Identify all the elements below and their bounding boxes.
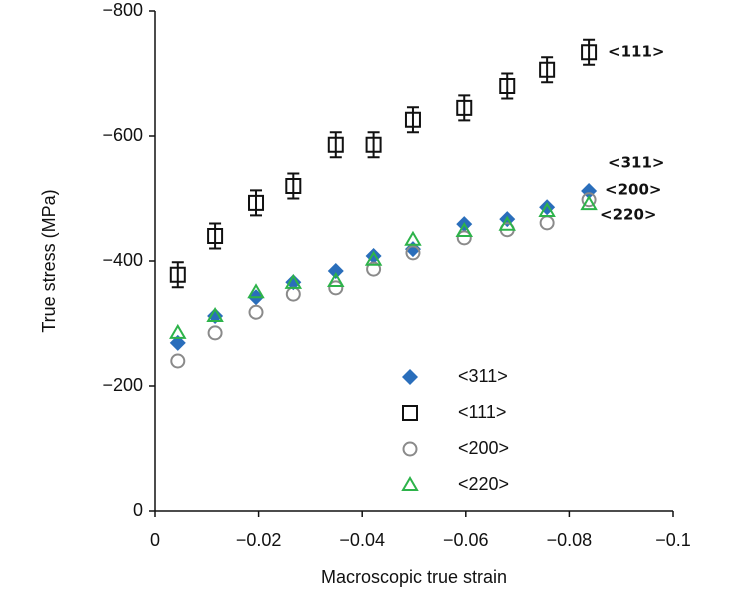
y-tick-label: −400 bbox=[102, 250, 143, 270]
point bbox=[169, 266, 186, 283]
x-tick-label: −0.06 bbox=[443, 530, 489, 550]
point bbox=[285, 178, 302, 194]
point bbox=[284, 273, 303, 289]
error-bar bbox=[367, 131, 380, 159]
x-tick-label: −0.08 bbox=[547, 530, 593, 550]
y-axis-label: True stress (MPa) bbox=[39, 189, 59, 332]
legend-marker bbox=[402, 405, 418, 421]
point bbox=[455, 222, 473, 237]
annotation: <220> bbox=[600, 206, 656, 224]
point bbox=[581, 44, 598, 61]
error-bar bbox=[329, 131, 342, 159]
point bbox=[170, 353, 186, 369]
point bbox=[404, 230, 422, 246]
error-bar bbox=[209, 222, 222, 250]
point bbox=[169, 323, 187, 339]
legend-marker bbox=[402, 369, 418, 385]
y-tick-label: −600 bbox=[102, 125, 143, 145]
annotation: <111> bbox=[608, 43, 664, 61]
point bbox=[538, 202, 556, 217]
error-bar bbox=[287, 172, 300, 200]
point bbox=[207, 325, 223, 341]
point bbox=[539, 215, 555, 231]
point bbox=[499, 78, 516, 94]
x-tick-label: 0 bbox=[150, 530, 160, 550]
point bbox=[248, 304, 264, 320]
point bbox=[581, 192, 597, 208]
point bbox=[456, 230, 472, 246]
y-tick-label: −200 bbox=[102, 375, 143, 395]
point bbox=[405, 245, 421, 261]
y-tick-label: 0 bbox=[133, 500, 143, 520]
x-tick-label: −0.1 bbox=[655, 530, 691, 550]
point bbox=[365, 136, 382, 153]
point bbox=[247, 283, 265, 299]
point bbox=[327, 272, 345, 287]
x-tick-label: −0.02 bbox=[236, 530, 282, 550]
error-bar bbox=[501, 72, 514, 100]
error-bar bbox=[458, 94, 471, 122]
y-tick-label: −800 bbox=[102, 0, 143, 20]
point bbox=[328, 280, 344, 296]
x-axis-label: Macroscopic true strain bbox=[321, 567, 507, 587]
legend-label: <220> bbox=[458, 474, 509, 494]
point bbox=[207, 228, 224, 244]
legend-marker bbox=[401, 476, 419, 491]
point bbox=[539, 61, 556, 78]
point bbox=[366, 261, 382, 277]
legend-label: <200> bbox=[458, 438, 509, 458]
point bbox=[498, 215, 516, 231]
point bbox=[206, 307, 224, 322]
legend-label: <311> bbox=[458, 366, 508, 386]
error-bar bbox=[171, 261, 184, 289]
legend-marker bbox=[402, 441, 418, 457]
point bbox=[580, 195, 598, 211]
error-bar bbox=[250, 189, 263, 217]
point bbox=[456, 99, 473, 116]
point bbox=[327, 263, 344, 279]
point bbox=[248, 194, 265, 211]
error-bar bbox=[541, 56, 554, 84]
point bbox=[364, 250, 383, 266]
annotation: <200> bbox=[605, 181, 661, 199]
legend-label: <111> bbox=[458, 402, 506, 422]
x-tick-label: −0.04 bbox=[339, 530, 385, 550]
error-bar bbox=[406, 106, 419, 134]
point bbox=[404, 111, 421, 128]
point bbox=[327, 136, 344, 153]
annotation: <311> bbox=[608, 154, 664, 172]
point bbox=[285, 274, 302, 291]
error-bar bbox=[583, 38, 596, 66]
